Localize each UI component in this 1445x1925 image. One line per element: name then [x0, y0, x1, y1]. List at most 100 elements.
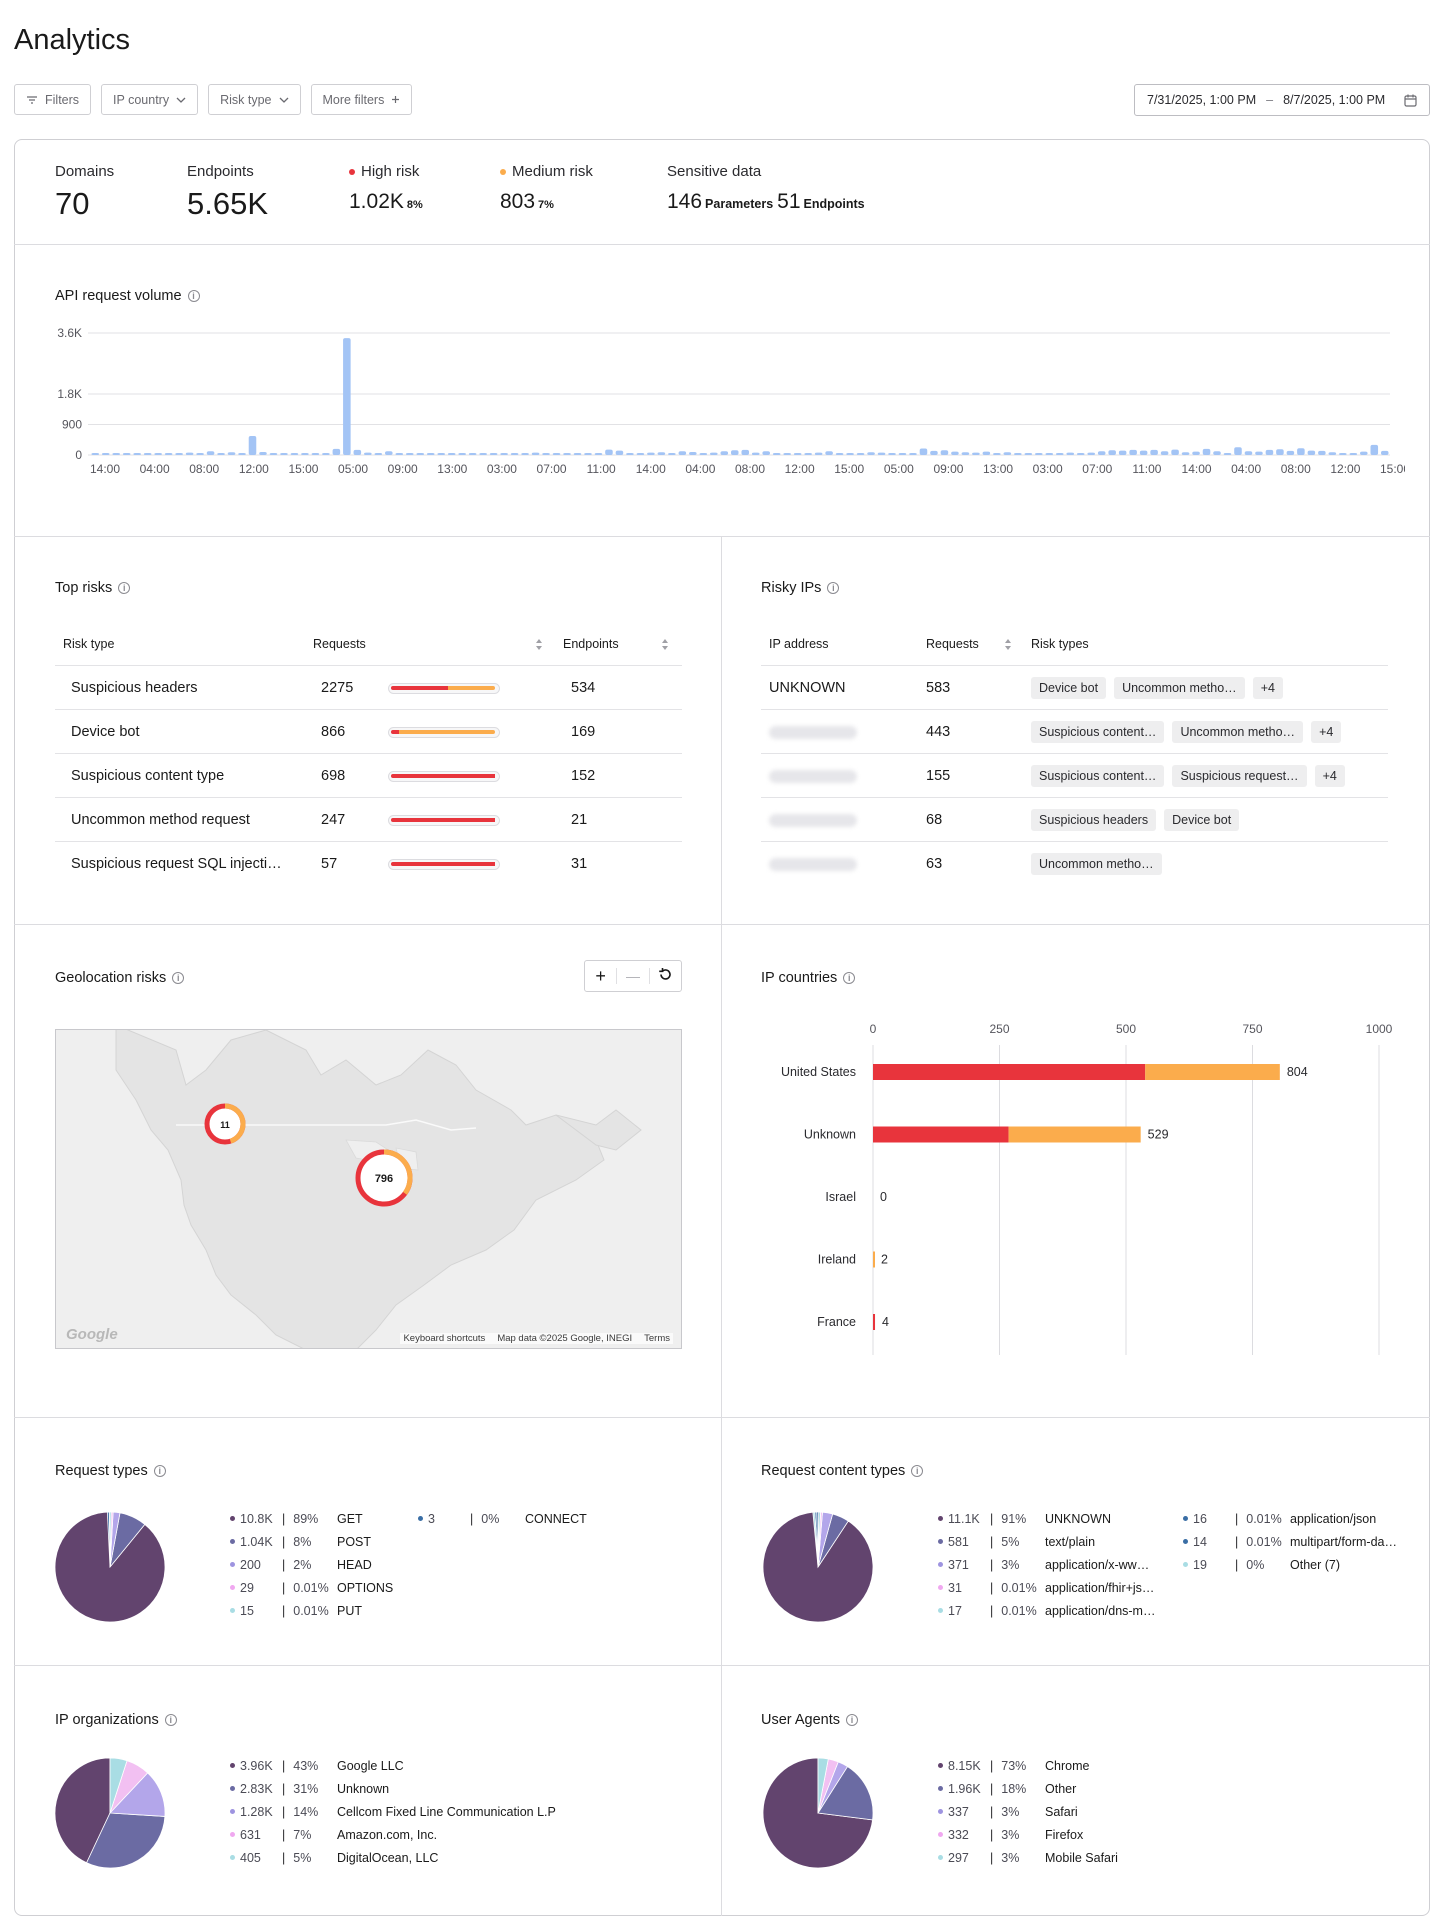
volume-bar[interactable]: [1328, 452, 1337, 455]
volume-bar[interactable]: [154, 453, 162, 455]
volume-bar[interactable]: [227, 452, 236, 455]
volume-bar[interactable]: [1108, 450, 1116, 455]
volume-bar[interactable]: [185, 452, 194, 455]
info-icon[interactable]: i: [153, 1465, 166, 1477]
volume-bar[interactable]: [825, 451, 833, 455]
volume-bar[interactable]: [1045, 453, 1054, 455]
info-icon[interactable]: i: [172, 972, 185, 984]
table-row[interactable]: Suspicious content type 698 152: [55, 753, 682, 797]
pie-slice[interactable]: [817, 1766, 874, 1821]
volume-bar[interactable]: [143, 453, 152, 455]
risk-type-chip[interactable]: Suspicious content…: [1031, 721, 1165, 743]
high-risk-bar[interactable]: [873, 1126, 1009, 1143]
volume-bar[interactable]: [626, 452, 634, 455]
volume-bar[interactable]: [730, 450, 739, 455]
sort-icon[interactable]: [661, 638, 669, 651]
pie-slice[interactable]: [86, 1812, 166, 1869]
volume-bar[interactable]: [720, 451, 729, 455]
volume-bar[interactable]: [416, 453, 425, 455]
legend-item[interactable]: 140.01%multipart/form-da…: [1183, 1530, 1397, 1553]
volume-bar[interactable]: [1234, 447, 1242, 455]
volume-bar[interactable]: [1370, 444, 1379, 455]
table-row[interactable]: UNKNOWN 583 Device bot Uncommon metho… +4: [761, 665, 1388, 709]
volume-bar[interactable]: [584, 453, 592, 455]
risk-type-chip[interactable]: +4: [1252, 677, 1283, 699]
col-requests[interactable]: Requests: [313, 637, 366, 651]
legend-item[interactable]: 150.01%PUT: [230, 1599, 393, 1622]
risk-type-chip[interactable]: +4: [1314, 765, 1345, 787]
zoom-out-button[interactable]: —: [616, 968, 650, 984]
volume-bar[interactable]: [1181, 452, 1190, 455]
risk-type-chip[interactable]: Device bot: [1031, 677, 1107, 699]
volume-bar[interactable]: [961, 452, 970, 455]
volume-bar[interactable]: [867, 452, 875, 455]
volume-bar[interactable]: [594, 453, 603, 455]
legend-item[interactable]: 4055%DigitalOcean, LLC: [230, 1846, 556, 1869]
volume-bar[interactable]: [531, 452, 540, 455]
legend-item[interactable]: 5815%text/plain: [938, 1530, 1155, 1553]
volume-bar[interactable]: [1380, 450, 1389, 455]
volume-bar[interactable]: [353, 449, 362, 455]
table-row[interactable]: 68 Suspicious headers Device bot: [761, 797, 1388, 841]
info-icon[interactable]: i: [827, 582, 840, 594]
volume-bar[interactable]: [206, 451, 215, 455]
medium-risk-bar[interactable]: [873, 1251, 875, 1268]
volume-bar[interactable]: [1286, 450, 1295, 455]
table-row[interactable]: Uncommon method request 247 21: [55, 797, 682, 841]
volume-bar[interactable]: [1066, 452, 1075, 455]
volume-bar[interactable]: [510, 453, 519, 455]
volume-bar[interactable]: [636, 453, 645, 455]
col-requests[interactable]: Requests: [926, 637, 979, 651]
sort-icon[interactable]: [1004, 638, 1012, 651]
volume-bar[interactable]: [951, 451, 959, 455]
high-risk-bar[interactable]: [873, 1314, 876, 1330]
table-row[interactable]: 443 Suspicious content… Uncommon metho… +4: [761, 709, 1388, 753]
volume-bar[interactable]: [395, 453, 404, 455]
risk-type-chip[interactable]: Uncommon metho…: [1114, 677, 1245, 699]
legend-item[interactable]: 160.01%application/json: [1183, 1507, 1397, 1530]
volume-bar[interactable]: [521, 453, 529, 455]
volume-bar[interactable]: [972, 452, 980, 455]
volume-bar[interactable]: [783, 452, 791, 455]
volume-bar[interactable]: [217, 453, 225, 455]
volume-bar[interactable]: [1014, 452, 1022, 455]
volume-bar[interactable]: [1318, 450, 1326, 455]
volume-bar[interactable]: [751, 452, 760, 455]
volume-bar[interactable]: [898, 452, 907, 455]
volume-bar[interactable]: [101, 452, 110, 455]
legend-item[interactable]: 3.96K43%Google LLC: [230, 1754, 556, 1777]
pie-slice[interactable]: [106, 1511, 111, 1568]
volume-bar[interactable]: [374, 453, 383, 455]
volume-bar[interactable]: [563, 453, 571, 455]
info-icon[interactable]: i: [846, 1714, 858, 1726]
volume-bar[interactable]: [1129, 449, 1137, 455]
volume-bar[interactable]: [678, 451, 687, 455]
volume-bar[interactable]: [1360, 451, 1368, 455]
volume-bar[interactable]: [552, 452, 561, 455]
volume-bar[interactable]: [259, 451, 267, 455]
volume-bar[interactable]: [437, 453, 445, 455]
risk-type-chip[interactable]: Suspicious content…: [1031, 765, 1165, 787]
volume-bar[interactable]: [447, 453, 456, 455]
volume-bar[interactable]: [605, 449, 613, 455]
volume-bar[interactable]: [91, 453, 100, 455]
volume-bar[interactable]: [1171, 449, 1179, 455]
volume-bar[interactable]: [689, 451, 697, 455]
info-icon[interactable]: i: [164, 1714, 177, 1726]
risk-type-chip[interactable]: Uncommon metho…: [1031, 853, 1162, 875]
volume-bar[interactable]: [1118, 450, 1127, 455]
volume-bar[interactable]: [1255, 451, 1263, 455]
volume-bar[interactable]: [657, 452, 666, 455]
reset-view-button[interactable]: [650, 966, 681, 987]
volume-bar[interactable]: [573, 453, 582, 455]
legend-item[interactable]: 3373%Safari: [938, 1800, 1118, 1823]
volume-bar[interactable]: [1150, 449, 1158, 455]
volume-bar[interactable]: [542, 453, 550, 455]
volume-bar[interactable]: [1307, 450, 1316, 455]
legend-item[interactable]: 1.28K14%Cellcom Fixed Line Communication…: [230, 1800, 556, 1823]
volume-bar[interactable]: [982, 451, 991, 455]
volume-bar[interactable]: [133, 453, 141, 455]
info-icon[interactable]: i: [911, 1465, 924, 1477]
legend-item[interactable]: 2.83K31%Unknown: [230, 1777, 556, 1800]
volume-bar[interactable]: [458, 453, 466, 455]
